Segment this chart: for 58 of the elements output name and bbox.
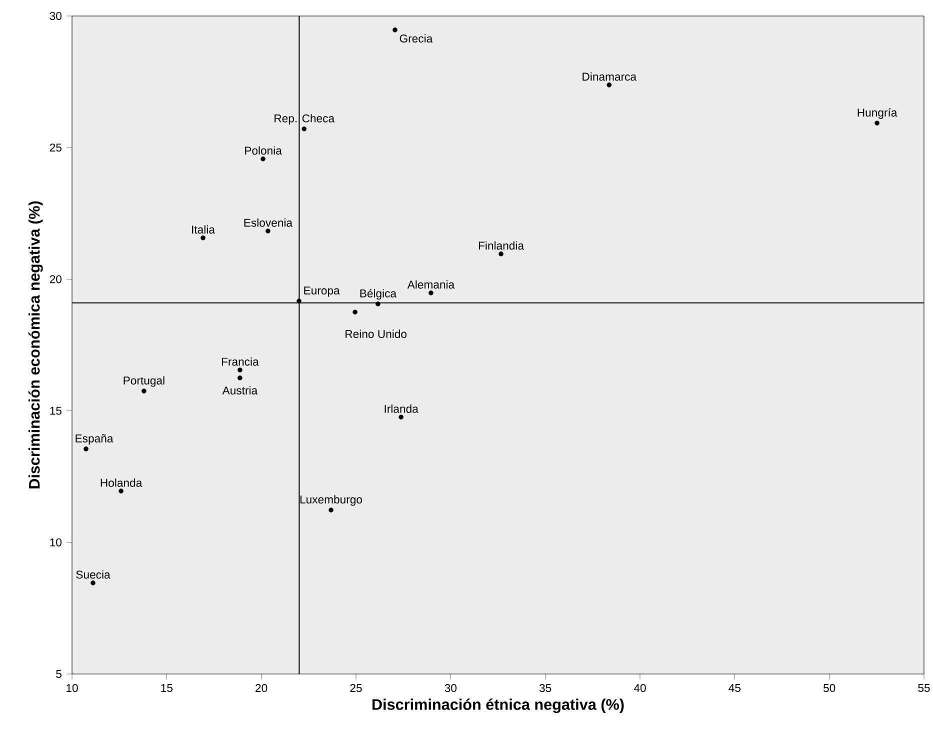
point	[392, 28, 398, 32]
annotation: Grecia	[400, 34, 433, 43]
annotation: Portugal	[124, 376, 164, 387]
annotation: Irlanda	[384, 404, 418, 413]
y-tick-label: 15	[50, 406, 62, 415]
point	[266, 228, 270, 234]
annotation: Rep. Checa	[274, 114, 335, 125]
x-tick-label: 25	[350, 684, 362, 692]
annotation: Polonia	[245, 146, 282, 155]
point	[376, 302, 380, 306]
point	[606, 82, 612, 88]
point	[352, 310, 358, 314]
annotation: Bélgica	[360, 288, 397, 300]
point	[142, 388, 146, 394]
annotation: Dinamarca	[582, 72, 637, 81]
point	[118, 488, 124, 494]
point	[398, 414, 404, 420]
annotation: Hungría	[858, 108, 898, 119]
y-tick-label: 10	[50, 538, 62, 546]
point	[498, 252, 504, 256]
annotation: España	[76, 434, 114, 445]
y-tick-label: 25	[50, 144, 62, 152]
annotation: Alemania	[407, 280, 455, 289]
point	[874, 120, 880, 126]
annotation: Holanda	[100, 478, 142, 487]
x-tick-label: 55	[918, 684, 930, 692]
point	[296, 298, 302, 304]
annotation: Europa	[304, 286, 340, 297]
annotation: Luxemburgo	[300, 495, 362, 506]
y-tick-label: 20	[50, 275, 62, 284]
annotation: Francia	[222, 357, 259, 366]
x-tick-label: 20	[256, 684, 268, 692]
y-tick-label: 30	[50, 12, 62, 20]
point	[260, 156, 266, 162]
annotation: Italia	[192, 225, 215, 234]
annotation: Finlandia	[478, 241, 524, 250]
point	[302, 126, 307, 132]
point	[428, 290, 434, 296]
point	[90, 580, 96, 586]
x-tick-label: 35	[539, 684, 552, 692]
point	[84, 446, 88, 452]
annotation: Eslovenia	[244, 218, 293, 227]
y-tick-label: 5	[56, 670, 62, 678]
x-tick-label: 10	[66, 684, 78, 692]
x-tick-label: 45	[728, 684, 740, 692]
annotation: Austria	[222, 386, 258, 394]
annotation: Suecia	[76, 570, 110, 579]
x-tick-label: 30	[444, 684, 457, 692]
point	[200, 235, 206, 240]
x-axis-title: Discriminación étnica negativa (%)	[372, 698, 624, 714]
point	[238, 375, 242, 380]
x-tick-label: 40	[634, 684, 646, 692]
x-tick-label: 50	[823, 684, 836, 692]
point	[238, 368, 242, 372]
y-axis-title: Discriminación económica negativa (%)	[28, 201, 43, 488]
x-tick-label: 15	[161, 684, 173, 692]
annotation: Reino Unido	[346, 330, 407, 338]
point	[328, 508, 334, 512]
